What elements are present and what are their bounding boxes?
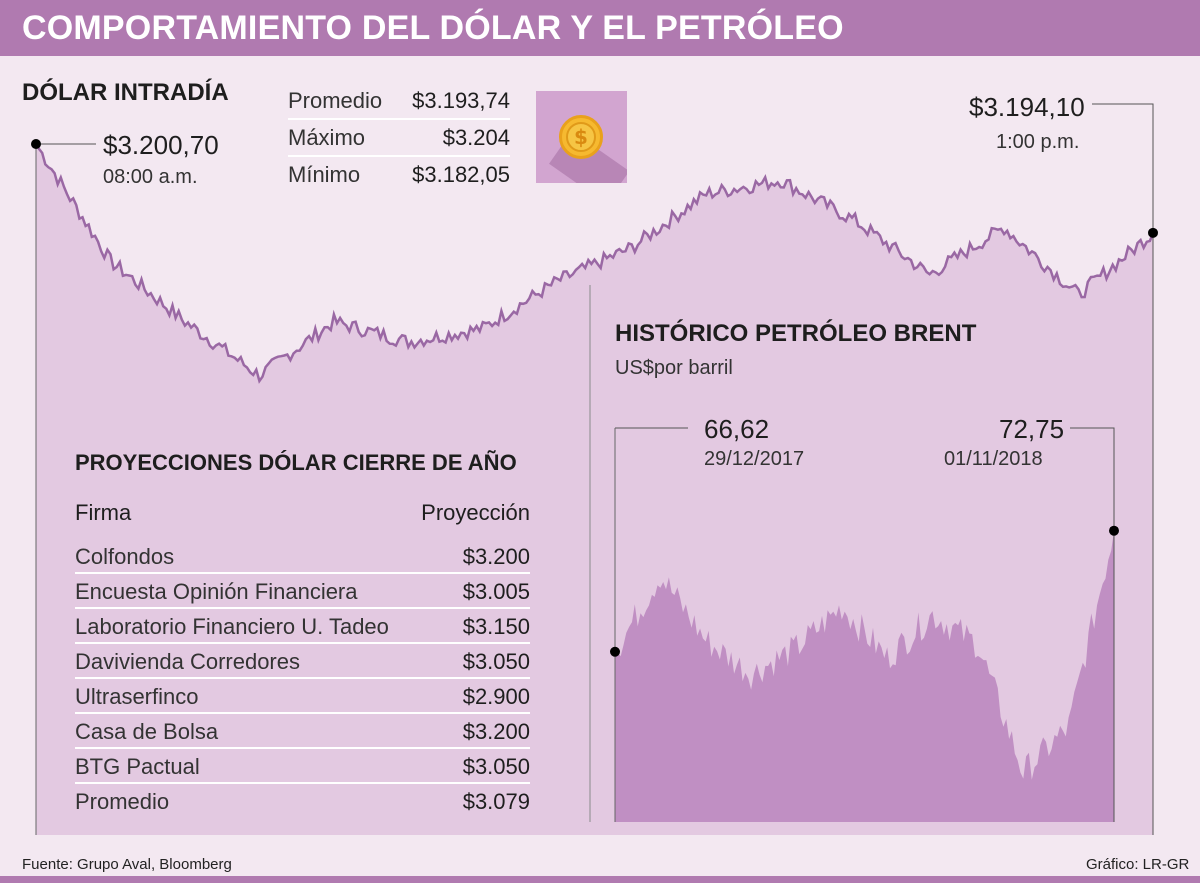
stat-value: $3.204 xyxy=(442,125,510,150)
projection-value: $3.150 xyxy=(462,614,530,639)
brent-end-leader xyxy=(1070,427,1115,822)
brent-start-point xyxy=(610,646,620,657)
brent-start-date: 29/12/2017 xyxy=(704,448,805,470)
table-row: BTG Pactual $3.050 xyxy=(75,748,530,784)
firm-name: BTG Pactual xyxy=(75,754,200,779)
projection-value: $3.079 xyxy=(462,789,530,814)
firm-name: Casa de Bolsa xyxy=(75,719,219,744)
dollar-line xyxy=(34,143,1155,384)
dollar-end-time: 1:00 p.m. xyxy=(996,131,1080,153)
projection-value: $3.005 xyxy=(462,579,530,604)
table-row: Ultraserfinco $2.900 xyxy=(75,678,530,714)
source-note: Fuente: Grupo Aval, Bloomberg xyxy=(22,856,232,873)
coin-badge: $ xyxy=(536,91,627,183)
firm-name: Colfondos xyxy=(75,544,175,569)
stat-min: Mínimo $3.182,05 xyxy=(288,158,510,192)
firm-name: Davivienda Corredores xyxy=(75,649,300,674)
brent-end-point xyxy=(1109,525,1119,536)
stat-label: Mínimo xyxy=(288,162,361,187)
firm-name: Promedio xyxy=(75,789,170,814)
projection-value: $3.050 xyxy=(462,754,530,779)
projection-value: $3.200 xyxy=(462,719,530,744)
firm-name: Ultraserfinco xyxy=(75,684,199,709)
dollar-start-time: 08:00 a.m. xyxy=(103,166,198,188)
dollar-start-value: $3.200,70 xyxy=(103,130,219,160)
dollar-end-leader xyxy=(1092,103,1154,835)
projection-value: $3.050 xyxy=(462,649,530,674)
brent-area xyxy=(615,530,1114,822)
table-row: Davivienda Corredores $3.050 xyxy=(75,643,530,679)
credit-note: Gráfico: LR-GR xyxy=(1086,856,1190,873)
stat-value: $3.193,74 xyxy=(412,88,510,113)
footer-bar xyxy=(0,876,1200,883)
dollar-end-point xyxy=(1148,227,1158,238)
brent-start-value: 66,62 xyxy=(704,414,770,444)
firm-name: Laboratorio Financiero U. Tadeo xyxy=(75,614,389,639)
projection-value: $2.900 xyxy=(462,684,530,709)
dollar-start-point xyxy=(31,139,41,149)
stat-max: Máximo $3.204 xyxy=(288,121,510,157)
stat-average: Promedio $3.193,74 xyxy=(288,84,510,120)
brent-end-date: 01/11/2018 xyxy=(944,448,1043,470)
table-row: Casa de Bolsa $3.200 xyxy=(75,713,530,749)
brent-title: HISTÓRICO PETRÓLEO BRENT xyxy=(615,320,977,347)
table-row: Encuesta Opinión Financiera $3.005 xyxy=(75,573,530,609)
firm-name: Encuesta Opinión Financiera xyxy=(75,579,358,604)
header-bar: COMPORTAMIENTO DEL DÓLAR Y EL PETRÓLEO xyxy=(0,0,1200,56)
dollar-sign-glyph: $ xyxy=(566,122,596,152)
stat-label: Máximo xyxy=(288,125,366,150)
table-row: Laboratorio Financiero U. Tadeo $3.150 xyxy=(75,608,530,644)
column-header-value: Proyección xyxy=(421,500,530,525)
projection-value: $3.200 xyxy=(462,544,530,569)
table-row: Colfondos $3.200 xyxy=(75,538,530,574)
dollar-end-value: $3.194,10 xyxy=(969,92,1085,122)
table-row: Promedio $3.079 xyxy=(75,783,530,817)
column-header-firm: Firma xyxy=(75,500,132,525)
page-title: COMPORTAMIENTO DEL DÓLAR Y EL PETRÓLEO xyxy=(22,9,844,47)
dollar-coin-icon: $ xyxy=(559,115,603,159)
brent-subtitle: US$por barril xyxy=(615,357,733,379)
stat-value: $3.182,05 xyxy=(412,162,510,187)
stat-label: Promedio xyxy=(288,88,383,113)
dollar-title: DÓLAR INTRADÍA xyxy=(22,79,229,106)
projections-title: PROYECCIONES DÓLAR CIERRE DE AÑO xyxy=(75,450,517,475)
brent-end-value: 72,75 xyxy=(999,414,1065,444)
